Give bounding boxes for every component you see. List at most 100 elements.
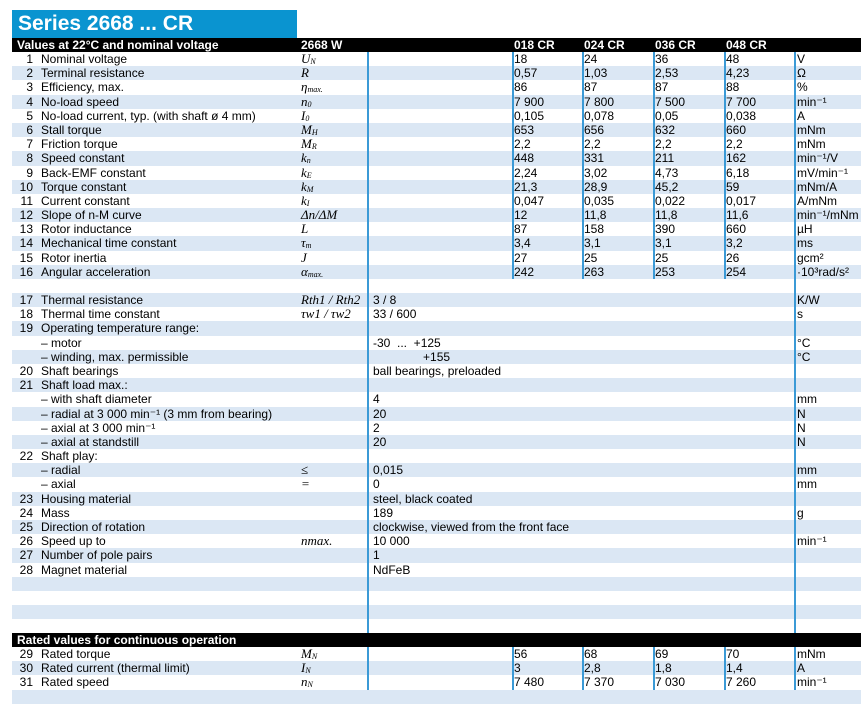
- table-row: 12 Slope of n-M curve Δn/ΔM 12 11,8 11,8 11,6 m…: [12, 207, 861, 223]
- row-label: – radial: [41, 463, 81, 478]
- value-cell: 0,022: [655, 193, 686, 208]
- value-cell: 331: [584, 151, 605, 166]
- table-row: 16 Angular acceleration αmax. 242 263 253 254 ·…: [12, 264, 861, 279]
- unit-cell: mV/min⁻¹: [797, 165, 848, 180]
- row-number: 13: [19, 222, 33, 237]
- value-cell: 390: [655, 222, 676, 237]
- value-cell: 87: [514, 222, 528, 237]
- value-cell: 4: [373, 392, 380, 407]
- row-number: 17: [19, 293, 33, 307]
- value-cell: 7 900: [514, 94, 545, 109]
- grid-line: [653, 647, 655, 690]
- symbol: τm: [301, 235, 312, 251]
- value-cell: 4,73: [655, 165, 679, 180]
- row-label: No-load current, typ. (with shaft ø 4 mm…: [41, 108, 256, 123]
- row-label: Terminal resistance: [41, 66, 145, 81]
- value-cell: 2,2: [584, 137, 601, 152]
- symbol: n0: [301, 93, 312, 109]
- page-title: Series 2668 ... CR: [12, 10, 297, 38]
- value-cell: steel, black coated: [373, 491, 473, 506]
- grid-line: [512, 647, 514, 690]
- table-row: 30 Rated current (thermal limit) IN 3 2,8 1,8…: [12, 660, 861, 676]
- row-label: Direction of rotation: [41, 520, 146, 534]
- table-row: 17 Thermal resistance Rth1 / Rth2 3 / 8 K/W: [12, 292, 861, 308]
- unit-cell: °C: [797, 349, 811, 364]
- value-cell: 0,078: [584, 108, 615, 123]
- unit-cell: Ω: [797, 66, 806, 81]
- value-cell: 0,105: [514, 108, 545, 123]
- row-label: Rated current (thermal limit): [41, 661, 190, 676]
- value-cell: 48: [726, 52, 740, 66]
- value-cell: 12: [514, 208, 528, 223]
- table-row: [12, 591, 861, 605]
- table-row: 8 Speed constant kn 448 331 211 162 min⁻¹/V: [12, 151, 861, 166]
- row-number: 14: [19, 236, 33, 251]
- row-label: Shaft play:: [41, 449, 98, 464]
- row-number: 2: [26, 66, 33, 81]
- value-cell: 59: [726, 179, 740, 194]
- row-number: 15: [19, 250, 33, 265]
- value-cell: ball bearings, preloaded: [373, 363, 502, 378]
- table-row: 29 Rated torque MN 56 68 69 70 mNm: [12, 646, 861, 661]
- row-number: 23: [19, 491, 33, 506]
- row-number: 27: [19, 548, 33, 563]
- row-number: 4: [26, 94, 33, 109]
- unit-cell: N: [797, 420, 806, 435]
- value-cell: 1,4: [726, 661, 743, 676]
- row-number: 7: [26, 137, 33, 152]
- table-row: [12, 689, 861, 704]
- unit-cell: µH: [797, 222, 813, 237]
- value-cell: 27: [514, 250, 528, 265]
- grid-line: [724, 647, 726, 690]
- value-cell: 0,035: [584, 193, 615, 208]
- table-row: – axial = 0 mm: [12, 477, 861, 492]
- row-number: 8: [26, 151, 33, 166]
- value-cell: 2: [373, 420, 380, 435]
- table-row: 19 Operating temperature range:: [12, 321, 861, 336]
- symbol: MH: [301, 121, 318, 137]
- row-label: Mass: [41, 505, 70, 520]
- rated-values-section: 29 Rated torque MN 56 68 69 70 mNm 30 Rated curre…: [12, 646, 861, 704]
- row-label: – axial at 3 000 min⁻¹: [41, 420, 156, 435]
- table-row: 5 No-load current, typ. (with shaft ø 4 m…: [12, 108, 861, 123]
- table-row: [12, 605, 861, 620]
- table-row: 1 Nominal voltage UN 18 24 36 48 V: [12, 51, 861, 66]
- row-number: 9: [26, 165, 33, 180]
- unit-cell: ·10³rad/s²: [797, 264, 850, 279]
- symbol: kE: [301, 164, 312, 180]
- table-row: – axial at standstill 20 N: [12, 434, 861, 450]
- table-row: 13 Rotor inductance L 87 158 390 660 µH: [12, 222, 861, 237]
- value-cell: 25: [584, 250, 598, 265]
- table-row: 3 Efficiency, max. ηmax. 86 87 87 88%: [12, 80, 861, 95]
- row-number: 31: [19, 675, 33, 690]
- symbol: nmax.: [301, 533, 333, 549]
- grid-line: [367, 279, 369, 633]
- row-number: 12: [19, 208, 33, 223]
- table-row: 23 Housing material steel, black coated: [12, 491, 861, 506]
- value-cell: 1,8: [655, 661, 672, 676]
- value-cell: 7 500: [655, 94, 686, 109]
- row-number: 16: [19, 264, 33, 279]
- value-cell: -30 ... +125: [373, 335, 441, 350]
- row-label: Stall torque: [41, 122, 102, 137]
- row-label: Thermal time constant: [41, 307, 160, 322]
- table-row: 22 Shaft play:: [12, 449, 861, 463]
- row-number: 10: [19, 179, 33, 194]
- row-label: Rated speed: [41, 675, 110, 690]
- value-cell: 86: [514, 80, 528, 95]
- table-row: – radial ≤0,015 mm: [12, 463, 861, 478]
- header-variant: 018 CR: [514, 38, 555, 52]
- row-label: Nominal voltage: [41, 52, 128, 66]
- row-label: Back-EMF constant: [41, 165, 146, 180]
- value-cell: 0,038: [726, 108, 757, 123]
- unit-cell: A: [797, 661, 806, 676]
- value-cell: 0,015: [373, 463, 404, 478]
- value-cell: 242: [514, 264, 535, 279]
- table-row: 7 Friction torque MR 2,2 2,2 2,2 2,2 mNm: [12, 136, 861, 152]
- row-number: 19: [19, 321, 33, 336]
- table-row: 26 Speed up to nmax. 10 000 min⁻¹: [12, 533, 861, 549]
- table-row: 4 No-load speed n0 7 900 7 800 7 500 7 700 min⁻…: [12, 93, 861, 109]
- row-label: Friction torque: [41, 137, 118, 152]
- row-number: 24: [19, 505, 33, 520]
- unit-cell: min⁻¹/V: [797, 151, 839, 166]
